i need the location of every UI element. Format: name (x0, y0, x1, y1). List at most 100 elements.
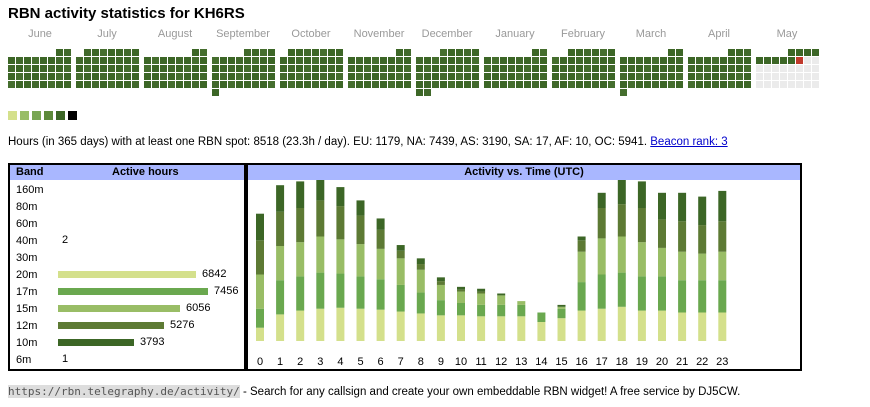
bar-segment-15m (617, 236, 626, 273)
legend-swatch (56, 111, 65, 120)
heatmap-cell (620, 81, 627, 88)
heatmap-cell (788, 49, 795, 56)
bar-segment-17m (276, 280, 285, 315)
bar-segment-15m (637, 242, 646, 277)
beacon-rank-link[interactable]: Beacon rank: 3 (650, 136, 728, 148)
heatmap-cell (492, 65, 499, 72)
heatmap-cell (92, 49, 99, 56)
band-row: 17m 7456 (10, 284, 244, 301)
heatmap-cell (788, 73, 795, 80)
heatmap-cell (280, 73, 287, 80)
heatmap-cell (560, 65, 567, 72)
bar-segment-15m (517, 301, 526, 305)
band-row: 160m (10, 182, 244, 199)
heatmap-cell (532, 49, 539, 56)
heatmap-cell (288, 81, 295, 88)
bar-segment-10m (416, 258, 425, 265)
footer-text: - Search for any callsign and create you… (239, 386, 741, 398)
heatmap-cell (220, 81, 227, 88)
heatmap-cell (16, 81, 23, 88)
heatmap-cell (440, 73, 447, 80)
heatmap-cell (64, 57, 71, 64)
heatmap-cell (704, 65, 711, 72)
heatmap-cell (336, 65, 343, 72)
heatmap-cell (508, 57, 515, 64)
legend-swatch (32, 111, 41, 120)
heatmap-cell (328, 73, 335, 80)
heatmap-cell (200, 49, 207, 56)
heatmap-cell (176, 65, 183, 72)
heatmap-cell (532, 65, 539, 72)
band-row: 60m (10, 216, 244, 233)
heatmap-cell (744, 73, 751, 80)
heatmap-cell (720, 73, 727, 80)
bar-segment-10m (617, 180, 626, 205)
heatmap-cell (152, 81, 159, 88)
bar-segment-17m (316, 272, 325, 309)
bar-segment-10m (497, 293, 506, 296)
heatmap-cell (176, 57, 183, 64)
band-name: 10m (16, 337, 38, 349)
heatmap-cell (372, 81, 379, 88)
bar-segment-12m (477, 291, 486, 294)
band-row: 15m 6056 (10, 301, 244, 318)
heatmap-cell (132, 73, 139, 80)
bar-segment-10m (376, 218, 385, 230)
heatmap-cell (660, 65, 667, 72)
heatmap-cell (508, 65, 515, 72)
month-label: August (157, 28, 193, 40)
heatmap-cell (696, 57, 703, 64)
bar-segment-17m (356, 276, 365, 309)
heatmap-cell (620, 57, 627, 64)
heatmap-cell (312, 49, 319, 56)
heatmap-cell (396, 57, 403, 64)
bar-segment-20m (276, 314, 285, 341)
bar-segment-15m (276, 246, 285, 281)
heatmap-cell (312, 81, 319, 88)
band-row: 6m 1 (10, 352, 244, 369)
heatmap-cell (116, 81, 123, 88)
x-tick-label: 23 (716, 356, 728, 368)
heatmap-cell (200, 81, 207, 88)
heatmap-cell (576, 65, 583, 72)
bar-segment-15m (698, 253, 707, 281)
heatmap-cell (200, 73, 207, 80)
x-tick-label: 12 (495, 356, 507, 368)
bar-segment-12m (617, 204, 626, 237)
bar-segment-12m (296, 208, 305, 243)
heatmap-cell (552, 81, 559, 88)
legend-swatch (44, 111, 53, 120)
x-tick-label: 3 (317, 356, 323, 368)
heatmap-cell (620, 89, 627, 96)
bar-segment-20m (577, 310, 586, 341)
x-tick-label: 18 (616, 356, 628, 368)
heatmap-cell (688, 57, 695, 64)
heatmap-cell (252, 73, 259, 80)
bar-segment-15m (557, 306, 566, 309)
heatmap-cell (540, 57, 547, 64)
heatmap-cell (532, 57, 539, 64)
heatmap-cell (432, 57, 439, 64)
bar-segment-20m (316, 308, 325, 341)
footer-url[interactable]: https://rbn.telegraphy.de/activity/ (8, 385, 240, 398)
heatmap-cell (812, 73, 819, 80)
heatmap-cell (812, 49, 819, 56)
bar-segment-12m (356, 215, 365, 245)
heatmap-cell (116, 57, 123, 64)
heatmap-cell (268, 73, 275, 80)
bar-segment-15m (658, 247, 666, 277)
heatmap-cell (500, 65, 507, 72)
bar-segment-17m (658, 276, 666, 311)
month-label: June (28, 28, 52, 40)
heatmap-cell (56, 65, 63, 72)
heatmap-cell (56, 73, 63, 80)
heatmap-cell (364, 73, 371, 80)
heatmap-cell (228, 73, 235, 80)
heatmap-cell (236, 65, 243, 72)
bar-segment-10m (637, 181, 646, 208)
heatmap-cell (152, 73, 159, 80)
heatmap-cell (220, 57, 227, 64)
heatmap-cell (192, 49, 199, 56)
heatmap-cell (116, 73, 123, 80)
bar-segment-17m (477, 304, 486, 317)
